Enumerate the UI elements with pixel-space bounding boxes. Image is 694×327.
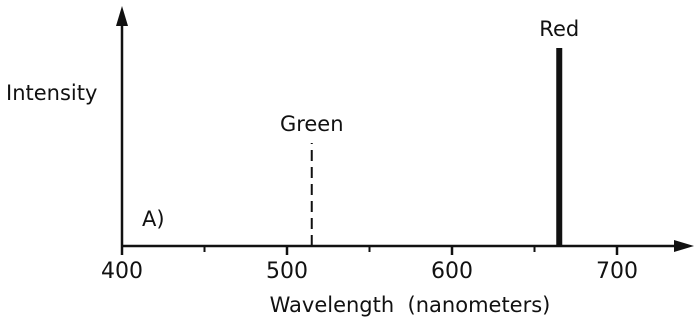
line-labels: Green Red — [280, 17, 579, 136]
panel-label: A) — [142, 207, 165, 231]
x-ticks — [120, 246, 619, 255]
x-tick-label: 400 — [101, 259, 143, 284]
spectral-lines — [310, 48, 563, 246]
line-label-red: Red — [539, 17, 579, 41]
x-tick-labels: 400 500 600 700 — [101, 259, 638, 284]
y-axis-arrow-icon — [116, 6, 128, 26]
x-axis-arrow-icon — [674, 240, 694, 252]
y-axis-label: Intensity — [6, 81, 97, 105]
x-tick-label: 600 — [431, 259, 473, 284]
x-tick-label: 500 — [266, 259, 308, 284]
line-label-green: Green — [280, 112, 344, 136]
x-tick-label: 700 — [596, 259, 638, 284]
x-axis-label: Wavelength (nanometers) — [270, 293, 551, 317]
